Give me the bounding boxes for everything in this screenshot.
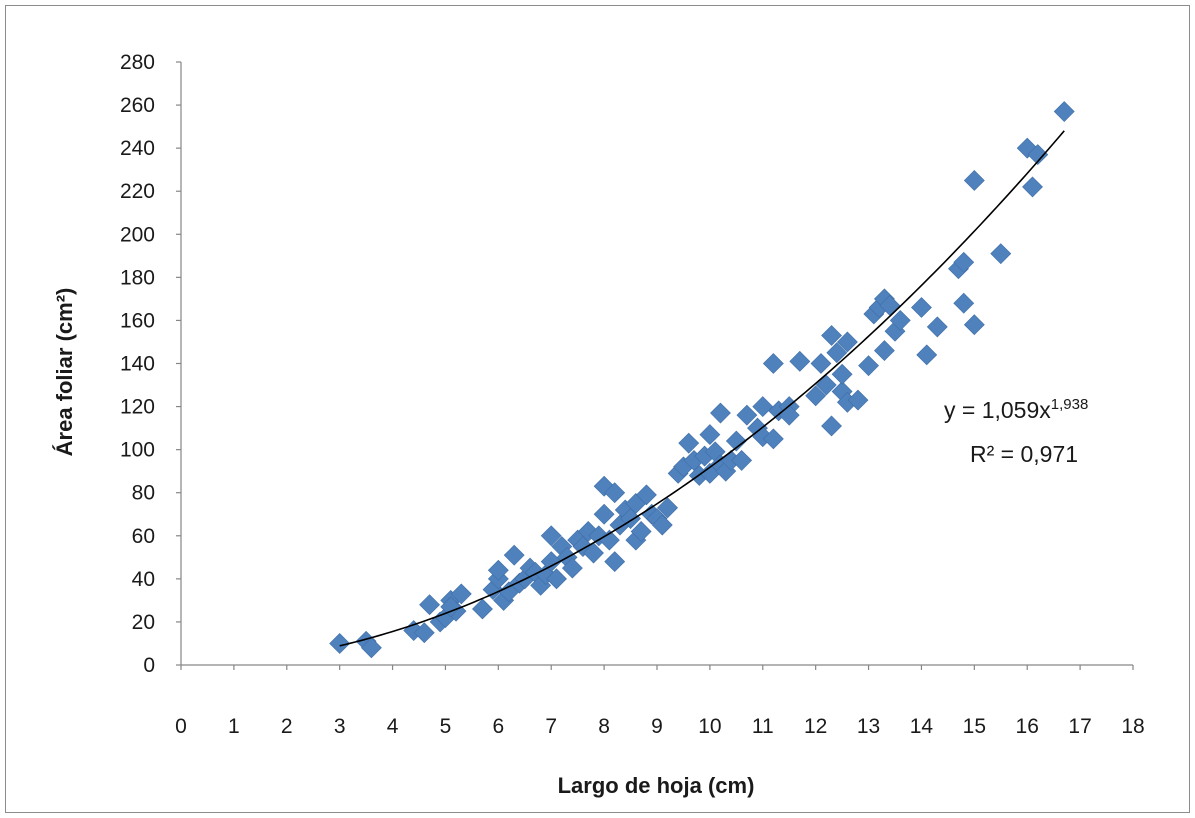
x-tick-label: 6 — [492, 715, 504, 738]
r-squared-label: R² = 0,971 — [970, 441, 1078, 467]
data-point — [540, 525, 562, 547]
data-point — [413, 622, 435, 644]
x-tick-label: 15 — [963, 715, 986, 738]
y-tick-label: 200 — [120, 223, 155, 246]
data-point — [1053, 101, 1075, 122]
y-tick-label: 40 — [132, 568, 155, 591]
y-tick-label: 120 — [120, 396, 155, 419]
data-point — [710, 402, 731, 424]
data-point — [360, 637, 382, 659]
data-point — [990, 243, 1012, 265]
x-tick-label: 0 — [175, 715, 187, 738]
data-point — [889, 310, 911, 331]
power-trendline — [339, 130, 1065, 647]
data-points — [329, 101, 1075, 659]
data-point — [725, 430, 747, 452]
data-point — [762, 353, 784, 374]
y-axis: 0 20 40 60 80 100 120 140 160 180 200 220 240 260 280 — [120, 51, 182, 677]
data-point — [630, 521, 652, 542]
x-tick-label: 10 — [698, 715, 721, 738]
data-point — [678, 432, 700, 454]
data-point — [953, 251, 975, 273]
data-point — [821, 415, 842, 437]
data-point — [810, 353, 832, 374]
data-point — [1022, 176, 1043, 198]
trendline-equation: y = 1,059x1,938 — [944, 396, 1088, 423]
x-tick-label: 3 — [334, 715, 346, 738]
x-tick-label: 12 — [804, 715, 827, 738]
x-tick-label: 7 — [545, 715, 557, 738]
data-point — [635, 484, 657, 506]
data-point — [836, 331, 858, 353]
data-point — [604, 482, 626, 504]
equation-base: y = 1,059x — [944, 397, 1051, 423]
data-point — [911, 297, 932, 318]
data-point — [419, 594, 441, 616]
y-tick-label: 180 — [120, 266, 155, 289]
y-tick-label: 80 — [132, 482, 155, 505]
equation-exponent: 1,938 — [1051, 396, 1089, 413]
data-point — [699, 424, 721, 445]
x-tick-label: 11 — [752, 715, 774, 738]
x-tick-label: 1 — [228, 715, 240, 738]
data-point — [450, 583, 472, 605]
data-point — [503, 544, 525, 566]
x-tick-label: 4 — [387, 715, 399, 738]
data-point — [731, 449, 753, 471]
x-tick-label: 2 — [281, 715, 293, 738]
scatter-chart: 020406080100120140160180200220240260280 … — [52, 51, 1145, 798]
y-tick-label: 140 — [120, 353, 155, 376]
y-tick-label: 280 — [120, 51, 155, 74]
data-point — [736, 404, 758, 426]
data-point — [821, 325, 842, 346]
data-point — [440, 596, 462, 618]
data-point — [805, 385, 827, 407]
y-tick-label: 220 — [120, 180, 155, 203]
data-point — [651, 514, 673, 536]
x-tick-label: 14 — [910, 715, 934, 738]
data-point — [873, 340, 895, 362]
y-tick-label: 240 — [120, 137, 155, 160]
data-point — [583, 542, 604, 564]
data-point — [762, 428, 784, 450]
data-point — [789, 350, 811, 372]
y-tick-label: 20 — [132, 611, 155, 634]
data-point — [657, 497, 679, 519]
data-point — [593, 503, 615, 525]
data-point — [329, 633, 351, 654]
x-tick-label: 5 — [440, 715, 452, 738]
y-tick-label: 260 — [120, 94, 155, 117]
data-point — [561, 557, 583, 579]
x-tick-label: 16 — [1016, 715, 1039, 738]
data-point — [847, 389, 869, 411]
data-point — [963, 314, 985, 336]
x-tick-label: 17 — [1068, 715, 1091, 738]
chart-frame: 0 20 40 60 80 100 120 140 160 180 200 220 240 260 280 … — [5, 5, 1190, 813]
data-point — [752, 396, 774, 417]
data-point — [826, 342, 848, 364]
data-point — [1027, 144, 1049, 166]
data-point — [858, 355, 879, 377]
data-point — [916, 344, 938, 366]
data-point — [487, 559, 509, 581]
x-axis: 0 1 2 3 4 5 6 7 8 9 10 11 12 13 14 15 16 17 18 — [175, 664, 1145, 738]
data-point — [953, 292, 975, 314]
y-axis-title: Área foliar (cm²) — [52, 288, 77, 457]
data-point — [815, 374, 837, 396]
y-tick-label: 0 — [143, 654, 155, 677]
data-point — [831, 363, 853, 385]
y-tick-label: 100 — [120, 439, 155, 462]
x-tick-label: 13 — [857, 715, 880, 738]
data-point — [926, 316, 948, 338]
x-tick-label: 18 — [1121, 715, 1144, 738]
data-point — [963, 170, 985, 191]
data-point — [472, 598, 493, 620]
data-point — [604, 551, 626, 573]
y-tick-label: 60 — [132, 525, 155, 548]
x-tick-label: 8 — [598, 715, 610, 738]
x-axis-title: Largo de hoja (cm) — [558, 773, 755, 798]
y-tick-label: 160 — [120, 309, 155, 332]
x-tick-label: 9 — [651, 715, 663, 738]
data-point — [546, 568, 567, 590]
